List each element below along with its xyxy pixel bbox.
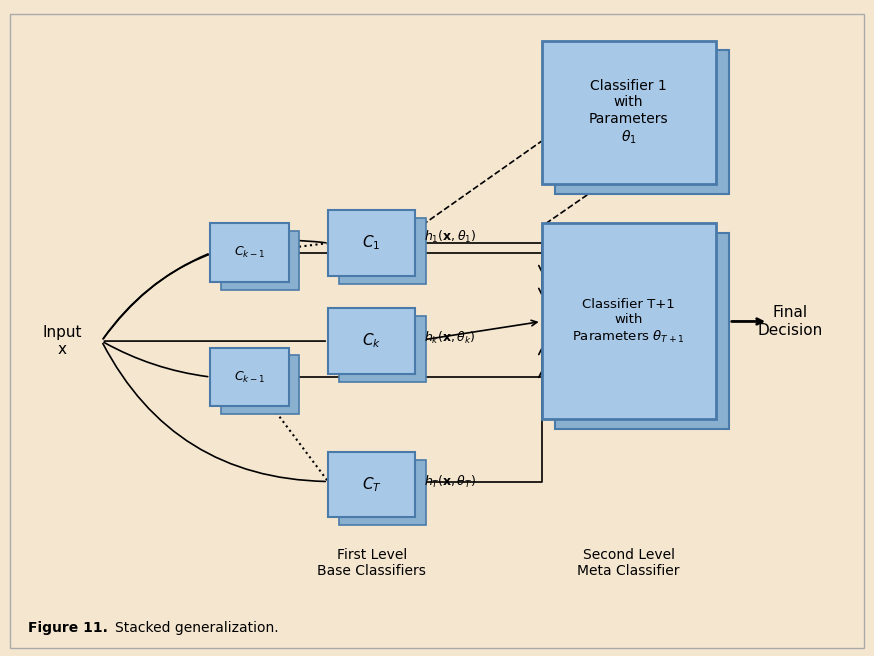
FancyBboxPatch shape (328, 308, 415, 374)
Text: Second Level
Meta Classifier: Second Level Meta Classifier (578, 548, 680, 578)
FancyBboxPatch shape (328, 211, 415, 276)
FancyBboxPatch shape (338, 316, 426, 382)
Text: Classifier T+1
with
Parameters $\theta_{T+1}$: Classifier T+1 with Parameters $\theta_{… (572, 298, 685, 344)
Text: $h_T(\mathbf{x}, \theta_T)$: $h_T(\mathbf{x}, \theta_T)$ (424, 474, 476, 489)
FancyBboxPatch shape (338, 460, 426, 525)
FancyBboxPatch shape (555, 51, 729, 194)
Text: $h_1(\mathbf{x}, \theta_1)$: $h_1(\mathbf{x}, \theta_1)$ (424, 228, 476, 245)
FancyBboxPatch shape (338, 218, 426, 283)
Text: Stacked generalization.: Stacked generalization. (114, 621, 278, 636)
FancyBboxPatch shape (542, 224, 716, 419)
Text: First Level
Base Classifiers: First Level Base Classifiers (317, 548, 427, 578)
Text: Figure 11.: Figure 11. (27, 621, 108, 636)
FancyBboxPatch shape (328, 452, 415, 518)
Text: $C_T$: $C_T$ (362, 476, 382, 494)
FancyBboxPatch shape (555, 234, 729, 429)
Text: Classifier 1
with
Parameters
$\theta_1$: Classifier 1 with Parameters $\theta_1$ (589, 79, 669, 146)
Text: $C_{k-1}$: $C_{k-1}$ (234, 369, 266, 384)
FancyBboxPatch shape (221, 232, 300, 290)
Text: $C_1$: $C_1$ (363, 234, 381, 253)
Text: $h_k(\mathbf{x}, \theta_k)$: $h_k(\mathbf{x}, \theta_k)$ (424, 330, 475, 346)
Text: Final
Decision: Final Decision (757, 305, 822, 338)
Text: $C_{k-1}$: $C_{k-1}$ (234, 245, 266, 260)
FancyBboxPatch shape (542, 41, 716, 184)
FancyBboxPatch shape (211, 224, 289, 282)
Text: Input
x: Input x (43, 325, 82, 358)
Text: $C_k$: $C_k$ (362, 332, 381, 350)
FancyBboxPatch shape (221, 356, 300, 414)
FancyBboxPatch shape (211, 348, 289, 406)
